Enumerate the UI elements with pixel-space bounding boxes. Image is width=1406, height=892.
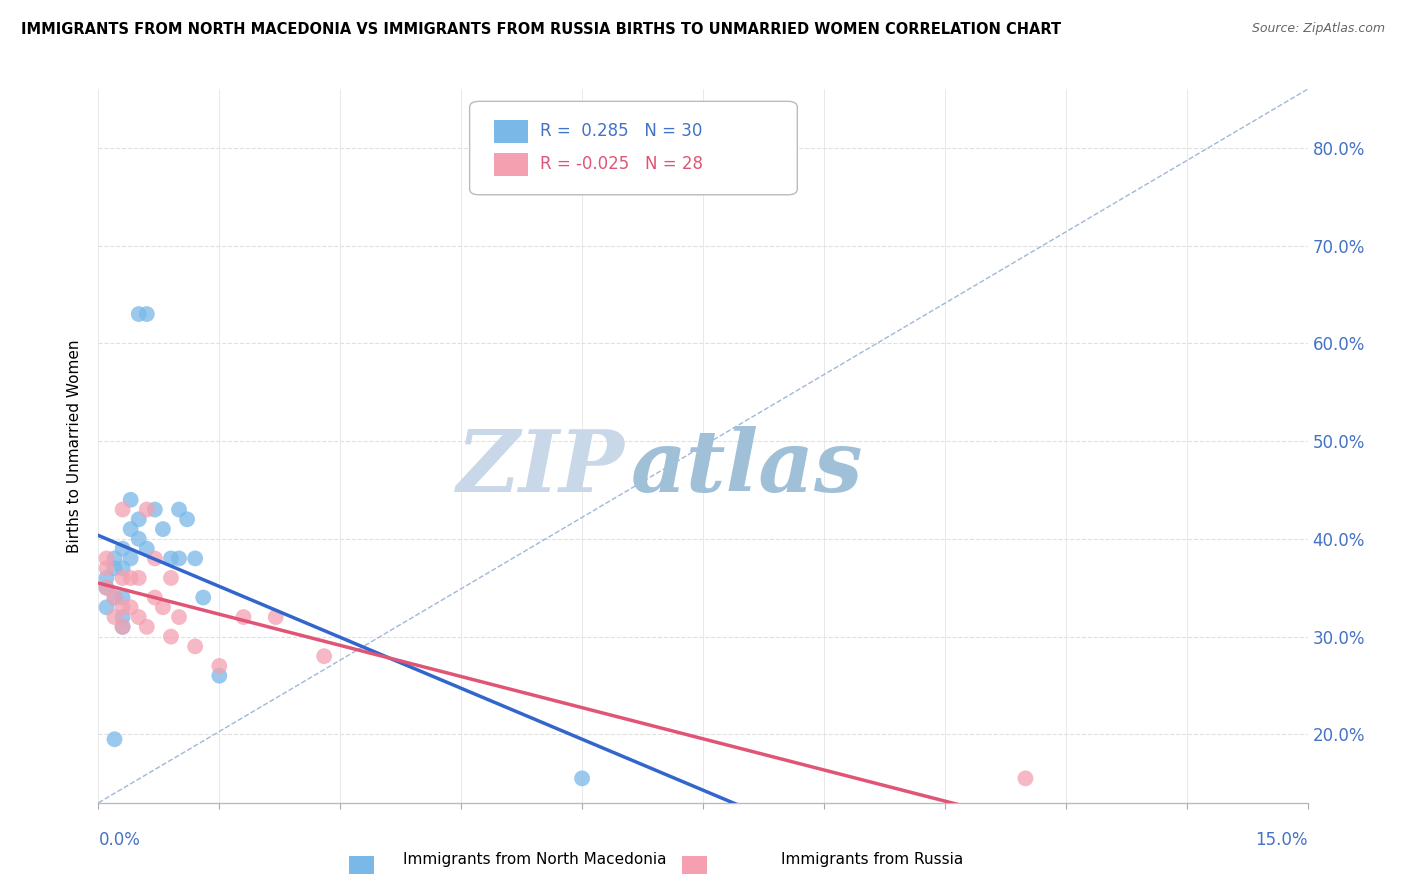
Point [128, 307, 150, 321]
Point [120, 492, 142, 507]
Point [128, 571, 150, 585]
Point [128, 512, 150, 526]
Point [184, 551, 207, 566]
Text: ZIP: ZIP [457, 425, 624, 509]
Point [232, 610, 254, 624]
Point [853, 815, 876, 830]
Point [135, 307, 157, 321]
Point [314, 649, 336, 664]
Point [1014, 772, 1036, 786]
Point [111, 620, 134, 634]
Point [208, 659, 231, 673]
Bar [494, 153, 527, 177]
Point [111, 561, 134, 575]
Point [96, 571, 118, 585]
Point [111, 541, 134, 556]
Bar [349, 856, 374, 874]
Point [135, 502, 157, 516]
Text: 15.0%: 15.0% [1256, 831, 1308, 849]
Point [571, 772, 593, 786]
Point [103, 591, 125, 605]
Text: R =  0.285   N = 30: R = 0.285 N = 30 [540, 121, 702, 139]
Point [111, 502, 134, 516]
Point [96, 581, 118, 595]
Point [120, 551, 142, 566]
Point [103, 551, 125, 566]
Bar [494, 120, 527, 143]
Point [135, 541, 157, 556]
Point [103, 732, 125, 747]
Y-axis label: Births to Unmarried Women: Births to Unmarried Women [67, 339, 83, 553]
Point [135, 620, 157, 634]
Point [111, 600, 134, 615]
Point [96, 561, 118, 575]
Point [160, 571, 183, 585]
Point [143, 591, 166, 605]
Point [103, 561, 125, 575]
Text: IMMIGRANTS FROM NORTH MACEDONIA VS IMMIGRANTS FROM RUSSIA BIRTHS TO UNMARRIED WO: IMMIGRANTS FROM NORTH MACEDONIA VS IMMIG… [21, 22, 1062, 37]
Point [208, 669, 231, 683]
Point [128, 610, 150, 624]
Point [167, 551, 190, 566]
Text: Source: ZipAtlas.com: Source: ZipAtlas.com [1251, 22, 1385, 36]
Point [167, 502, 190, 516]
Text: atlas: atlas [630, 425, 863, 509]
Point [120, 600, 142, 615]
Text: Immigrants from Russia: Immigrants from Russia [780, 852, 963, 867]
Point [120, 571, 142, 585]
Point [143, 502, 166, 516]
Point [111, 571, 134, 585]
Point [128, 532, 150, 546]
Point [111, 591, 134, 605]
Point [103, 591, 125, 605]
Point [193, 591, 215, 605]
Point [167, 610, 190, 624]
Point [103, 610, 125, 624]
Point [176, 512, 198, 526]
Point [111, 610, 134, 624]
Point [120, 522, 142, 536]
Bar [682, 856, 707, 874]
Text: 0.0%: 0.0% [98, 831, 141, 849]
Point [152, 600, 174, 615]
Point [96, 551, 118, 566]
Text: R = -0.025   N = 28: R = -0.025 N = 28 [540, 155, 703, 173]
Point [160, 551, 183, 566]
Point [143, 551, 166, 566]
FancyBboxPatch shape [470, 102, 797, 194]
Point [111, 620, 134, 634]
Point [152, 522, 174, 536]
Point [160, 630, 183, 644]
Point [184, 640, 207, 654]
Point [96, 581, 118, 595]
Text: Immigrants from North Macedonia: Immigrants from North Macedonia [402, 852, 666, 867]
Point [264, 610, 287, 624]
Point [96, 600, 118, 615]
